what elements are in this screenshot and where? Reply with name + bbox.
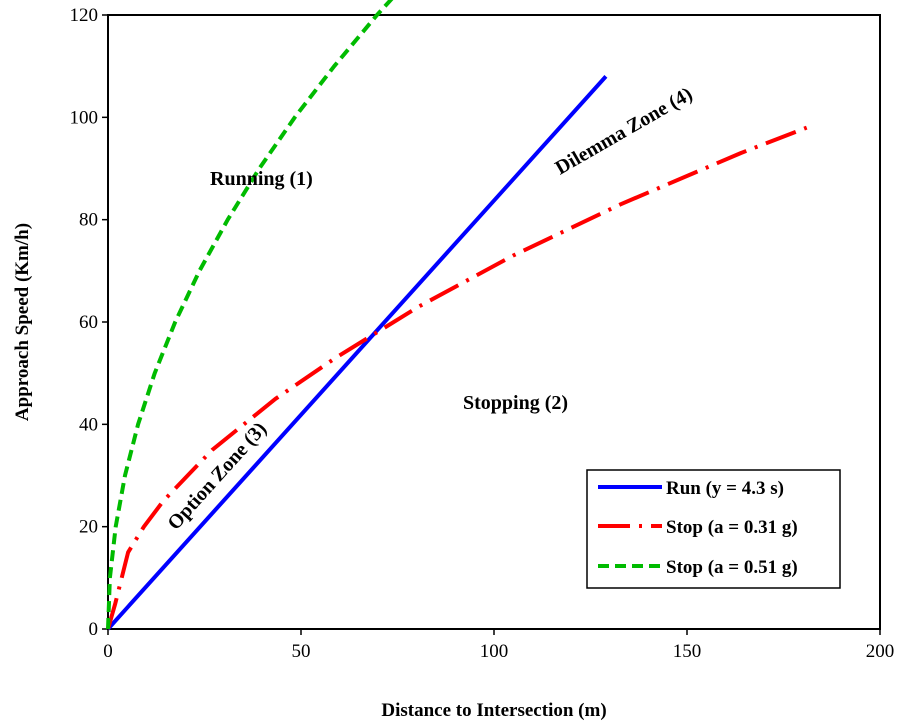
legend-label-stop-051: Stop (a = 0.51 g) — [666, 557, 798, 578]
y-axis-ticks: 0 20 40 60 80 100 120 — [70, 5, 108, 640]
annotation-option-zone: Option Zone (3) — [163, 418, 271, 534]
legend-label-run: Run (y = 4.3 s) — [666, 478, 784, 499]
legend-box — [586, 469, 841, 589]
x-tick-label: 0 — [103, 641, 113, 662]
annotation-stopping: Stopping (2) — [463, 392, 568, 414]
x-tick-label: 150 — [673, 641, 702, 662]
legend: Run (y = 4.3 s) Stop (a = 0.31 g) Stop (… — [586, 469, 841, 589]
x-tick-label: 50 — [292, 641, 311, 662]
x-tick-label: 100 — [480, 641, 509, 662]
y-tick-label: 0 — [89, 619, 99, 640]
x-axis-ticks: 0 50 100 150 200 — [103, 629, 894, 662]
y-tick-label: 20 — [79, 517, 98, 538]
y-tick-label: 80 — [79, 210, 98, 231]
y-axis-title: Approach Speed (Km/h) — [12, 223, 33, 421]
y-tick-label: 120 — [70, 5, 99, 26]
y-tick-label: 100 — [70, 107, 99, 128]
legend-label-stop-031: Stop (a = 0.31 g) — [666, 517, 798, 538]
y-tick-label: 40 — [79, 414, 98, 435]
y-tick-label: 60 — [79, 312, 98, 333]
series-line-2 — [106, 125, 808, 630]
x-axis-title: Distance to Intersection (m) — [381, 700, 606, 721]
annotation-dilemma-zone: Dilemma Zone (4) — [552, 83, 697, 179]
series-line-3 — [106, 0, 394, 630]
series-layer — [106, 0, 808, 631]
x-tick-label: 200 — [866, 641, 895, 662]
series-line-1 — [106, 75, 608, 631]
annotation-running: Running (1) — [210, 168, 313, 190]
